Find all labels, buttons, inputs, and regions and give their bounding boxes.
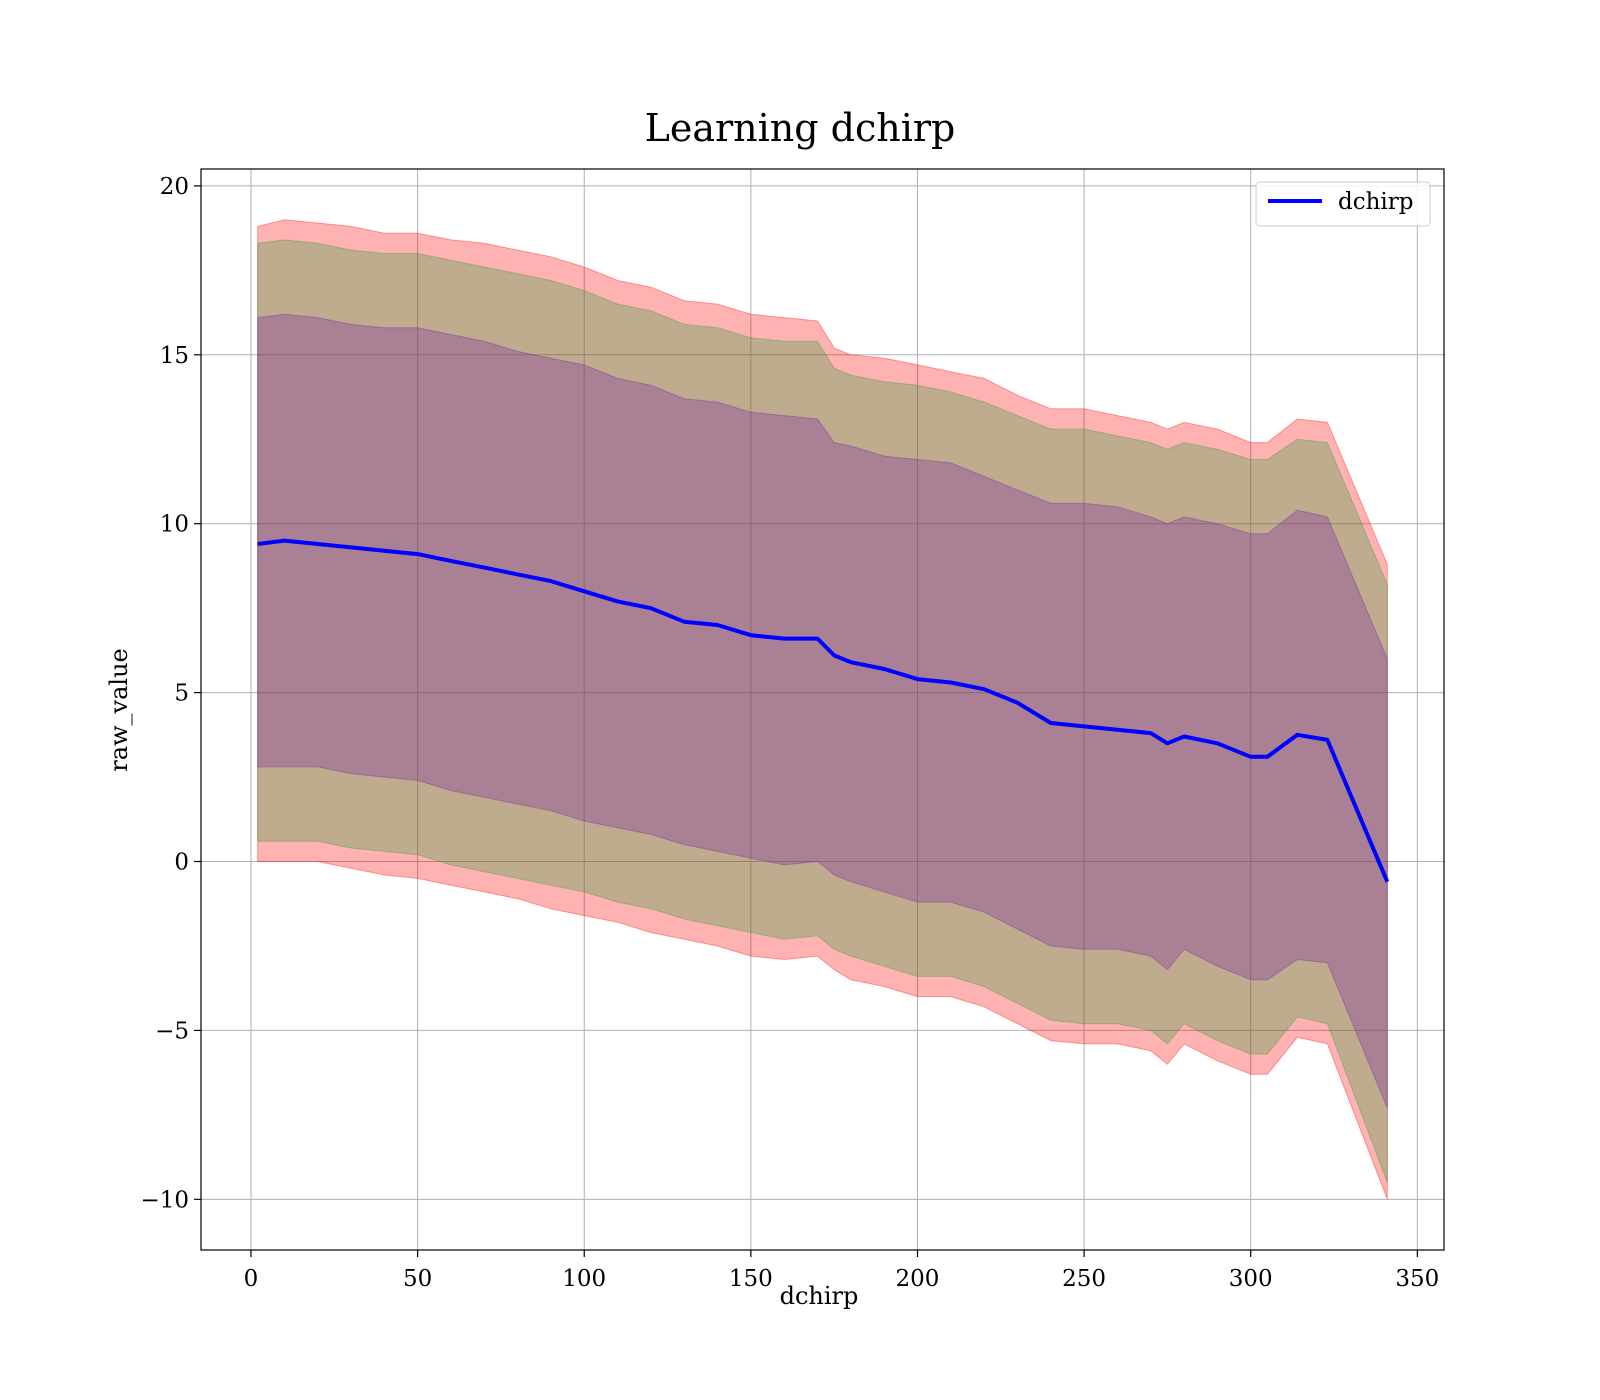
- y-tick-label: 5: [174, 681, 189, 707]
- y-tick-label: 0: [174, 850, 189, 876]
- chart-title: Learning dchirp: [645, 106, 956, 150]
- legend-label-dchirp: dchirp: [1338, 189, 1414, 215]
- y-tick-label: 20: [160, 174, 189, 200]
- series-lines: [257, 538, 1390, 883]
- y-tick-label: −5: [155, 1018, 189, 1044]
- x-tick-label: 300: [1229, 1266, 1273, 1292]
- x-tick-label: 350: [1395, 1266, 1439, 1292]
- y-tick-label: 15: [160, 343, 189, 369]
- legend-box: [1255, 181, 1431, 227]
- x-tick-label: 50: [403, 1266, 432, 1292]
- x-tick-label: 0: [244, 1266, 259, 1292]
- plot-frame: [200, 168, 1445, 1251]
- y-axis-label: raw_value: [105, 648, 133, 772]
- x-tick-label: 250: [1062, 1266, 1106, 1292]
- x-tick-label: 100: [562, 1266, 606, 1292]
- x-tick-label: 200: [896, 1266, 940, 1292]
- plot-area: 0 50 100 150 200 250 300 350 −10 −5 0 5 10 15 20: [140, 168, 1445, 1292]
- grid-lines: [201, 169, 1444, 1250]
- band-inner: [257, 313, 1388, 1109]
- band-outer: [257, 219, 1388, 1200]
- legend: dchirp: [1255, 181, 1431, 227]
- series-line-dchirp: [257, 538, 1390, 883]
- band-middle: [257, 239, 1388, 1183]
- x-tick-label: 150: [729, 1266, 773, 1292]
- x-axis-label: dchirp: [780, 1282, 859, 1310]
- confidence-bands: [257, 219, 1388, 1200]
- y-tick-label: −10: [140, 1187, 189, 1213]
- axis-ticks: 0 50 100 150 200 250 300 350 −10 −5 0 5 10 15 20: [140, 174, 1439, 1292]
- y-tick-label: 10: [160, 512, 189, 538]
